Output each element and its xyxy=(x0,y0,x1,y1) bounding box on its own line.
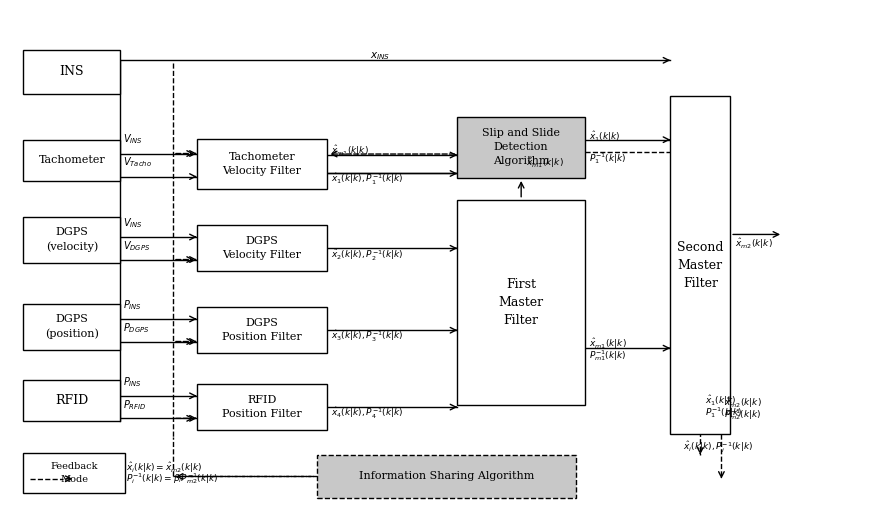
Text: $\hat{x}_2(k|k), P_2^{-1}(k|k)$: $\hat{x}_2(k|k), P_2^{-1}(k|k)$ xyxy=(331,247,404,263)
Bar xyxy=(23,304,120,350)
Bar xyxy=(23,453,125,493)
Text: $P_{DGPS}$: $P_{DGPS}$ xyxy=(123,321,149,335)
Bar xyxy=(670,96,730,434)
Text: $P_i^{-1}(k|k) = \beta_i P_{m2}^{-1}(k|k)$: $P_i^{-1}(k|k) = \beta_i P_{m2}^{-1}(k|k… xyxy=(126,471,219,486)
Text: $\hat{x}_{m1}(k|k)$: $\hat{x}_{m1}(k|k)$ xyxy=(589,337,627,351)
Text: $P_{INS}$: $P_{INS}$ xyxy=(123,298,142,312)
Text: $\hat{x}_1(k|k)$: $\hat{x}_1(k|k)$ xyxy=(705,393,736,408)
Text: $x_{INS}$: $x_{INS}$ xyxy=(370,50,390,62)
Bar xyxy=(197,139,327,190)
Text: $P_1^{-1}(k|k)$: $P_1^{-1}(k|k)$ xyxy=(589,151,627,166)
Text: INS: INS xyxy=(59,65,84,78)
Bar xyxy=(23,140,120,181)
Text: $P_{m2}^{-1}(k|k)$: $P_{m2}^{-1}(k|k)$ xyxy=(724,407,761,422)
Text: $P_{RFID}$: $P_{RFID}$ xyxy=(123,399,147,412)
Text: $V_{Tacho}$: $V_{Tacho}$ xyxy=(123,156,152,169)
Text: RFID
Position Filter: RFID Position Filter xyxy=(222,395,302,419)
Text: $V_{INS}$: $V_{INS}$ xyxy=(123,216,143,230)
Text: First
Master
Filter: First Master Filter xyxy=(499,278,544,327)
Text: RFID: RFID xyxy=(55,394,88,407)
Text: $\hat{x}_{m2}(k|k)$: $\hat{x}_{m2}(k|k)$ xyxy=(735,236,773,251)
Bar xyxy=(23,50,120,94)
Text: $\hat{x}_3(k|k), P_3^{-1}(k|k)$: $\hat{x}_3(k|k), P_3^{-1}(k|k)$ xyxy=(331,329,404,345)
Text: $P_{INS}$: $P_{INS}$ xyxy=(123,375,142,389)
Bar xyxy=(457,116,585,178)
Text: $P_1^{-1}(k|k)$: $P_1^{-1}(k|k)$ xyxy=(705,405,742,420)
Text: $\hat{x}_1(k|k)$: $\hat{x}_1(k|k)$ xyxy=(589,129,621,144)
Text: Slip and Slide
Detection
Algorithm: Slip and Slide Detection Algorithm xyxy=(482,128,560,166)
Text: $\hat{x}_4(k|k), P_4^{-1}(k|k)$: $\hat{x}_4(k|k), P_4^{-1}(k|k)$ xyxy=(331,406,404,421)
Text: $\hat{x}_{m1}(k|k)$: $\hat{x}_{m1}(k|k)$ xyxy=(525,156,563,170)
Text: $\hat{x}_i(k|k) = \hat{x}_{m2}(k|k)$: $\hat{x}_i(k|k) = \hat{x}_{m2}(k|k)$ xyxy=(126,460,203,475)
Bar xyxy=(197,225,327,271)
Bar xyxy=(197,384,327,430)
Text: DGPS
Velocity Filter: DGPS Velocity Filter xyxy=(223,236,301,260)
Bar xyxy=(23,381,120,421)
Bar xyxy=(457,200,585,404)
Text: $V_{INS}$: $V_{INS}$ xyxy=(123,132,143,146)
Text: DGPS
(position): DGPS (position) xyxy=(45,314,99,339)
Bar xyxy=(23,216,120,263)
Text: Feedback
Mode: Feedback Mode xyxy=(50,462,98,484)
Text: Information Sharing Algorithm: Information Sharing Algorithm xyxy=(358,471,534,482)
Text: $\hat{x}_1(k|k), P_1^{-1}(k|k)$: $\hat{x}_1(k|k), P_1^{-1}(k|k)$ xyxy=(331,172,404,187)
Text: Tachometer
Velocity Filter: Tachometer Velocity Filter xyxy=(223,152,301,176)
Text: $\hat{x}_{m1}(k|k)$: $\hat{x}_{m1}(k|k)$ xyxy=(331,144,369,158)
Text: Tachometer: Tachometer xyxy=(39,155,105,165)
Text: $V_{DGPS}$: $V_{DGPS}$ xyxy=(123,239,150,253)
Bar xyxy=(316,455,577,498)
Text: DGPS
(velocity): DGPS (velocity) xyxy=(46,227,98,252)
Text: Second
Master
Filter: Second Master Filter xyxy=(677,241,723,289)
Text: $\hat{x}_i(k|k), P_i^{-1}(k|k)$: $\hat{x}_i(k|k), P_i^{-1}(k|k)$ xyxy=(683,439,753,455)
Text: $P_{m1}^{-1}(k|k)$: $P_{m1}^{-1}(k|k)$ xyxy=(589,348,627,363)
Text: $\tilde{x}_{m2}(k|k)$: $\tilde{x}_{m2}(k|k)$ xyxy=(724,397,762,410)
Bar xyxy=(197,307,327,353)
Text: DGPS
Position Filter: DGPS Position Filter xyxy=(222,318,302,342)
